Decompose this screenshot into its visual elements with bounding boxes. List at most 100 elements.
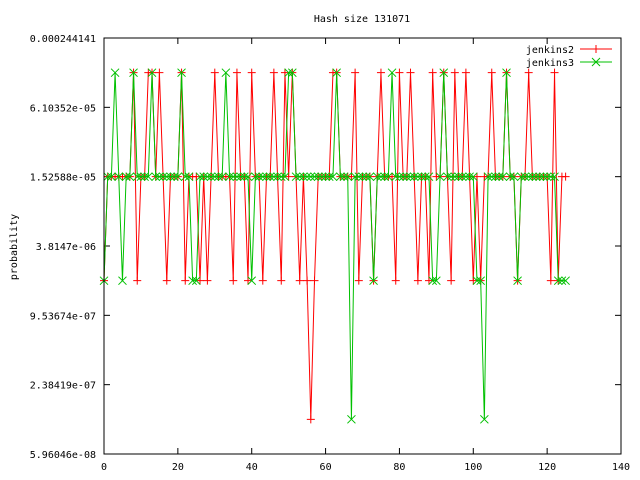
data-point (406, 172, 415, 182)
data-point (592, 45, 600, 53)
data-point (239, 172, 249, 182)
data-point (302, 172, 312, 182)
data-point (184, 172, 194, 182)
data-point (376, 172, 386, 182)
data-point (550, 172, 559, 182)
data-point (232, 172, 242, 182)
data-point (376, 68, 385, 77)
data-point (524, 68, 533, 77)
data-point (520, 172, 530, 182)
data-point (487, 68, 496, 77)
x-tick-label: 140 (612, 462, 630, 473)
data-point (354, 172, 364, 182)
data-point (446, 172, 456, 182)
data-point (424, 276, 433, 285)
data-point (177, 68, 186, 78)
legend-label: jenkins3 (526, 58, 574, 69)
data-point (480, 414, 489, 424)
y-axis-label: probability (9, 214, 20, 280)
data-point (391, 172, 401, 182)
data-point (546, 276, 555, 285)
data-point (221, 68, 231, 78)
data-point (472, 172, 481, 181)
data-point (280, 172, 290, 182)
legend: jenkins2 jenkins3 (526, 45, 612, 69)
data-point (494, 172, 504, 182)
data-point (110, 68, 120, 78)
data-point (391, 276, 400, 285)
data-point (254, 172, 264, 182)
data-point (129, 68, 138, 78)
y-tick-label: 2.38419e-07 (30, 381, 96, 392)
data-point (443, 172, 452, 182)
data-point (306, 415, 315, 424)
data-point (243, 172, 253, 182)
data-point (354, 276, 363, 285)
data-point (465, 172, 474, 182)
data-point (214, 172, 223, 182)
data-point (192, 172, 201, 181)
data-point (169, 172, 179, 182)
data-point (206, 172, 216, 182)
data-point (365, 172, 375, 182)
data-point (277, 276, 286, 285)
data-point (347, 414, 356, 424)
data-point (284, 172, 293, 181)
data-point (432, 276, 441, 286)
data-point (428, 68, 437, 77)
data-point (413, 276, 422, 285)
data-point (280, 68, 289, 77)
data-point (125, 172, 135, 182)
data-point (469, 276, 478, 285)
data-point (557, 276, 567, 286)
data-point (306, 172, 316, 182)
legend-label: jenkins2 (526, 45, 574, 56)
x-tick-label: 100 (464, 462, 482, 473)
data-point (502, 68, 511, 78)
data-point (476, 276, 486, 286)
data-point (439, 68, 449, 78)
data-point (491, 172, 500, 182)
data-point (335, 172, 345, 182)
data-point (203, 276, 212, 285)
data-point (509, 172, 519, 182)
data-point (317, 172, 327, 182)
data-point (310, 276, 319, 285)
data-point (424, 172, 434, 182)
data-point (332, 68, 342, 78)
data-point (531, 172, 541, 182)
data-point (147, 68, 157, 78)
data-point (358, 172, 367, 182)
data-point (244, 276, 253, 285)
data-point (295, 172, 305, 182)
data-point (351, 68, 360, 77)
data-point (383, 172, 393, 182)
data-point (428, 276, 438, 286)
data-point (269, 172, 279, 182)
data-point (553, 276, 563, 286)
data-point (524, 172, 534, 182)
data-point (398, 172, 408, 182)
data-point (276, 172, 286, 182)
data-point (196, 276, 205, 285)
data-point (225, 172, 234, 182)
x-tick-label: 80 (393, 462, 405, 473)
data-point (133, 276, 142, 285)
data-point (339, 172, 349, 182)
data-point (162, 172, 172, 182)
data-point (450, 68, 459, 77)
data-point (118, 276, 127, 286)
data-point (284, 68, 293, 78)
data-point (546, 172, 556, 182)
data-point (413, 172, 423, 182)
data-point (542, 172, 552, 182)
data-point (420, 172, 430, 182)
plot-frame (103, 37, 622, 455)
y-tick-label: 1.52588e-05 (30, 173, 96, 184)
data-point (310, 172, 319, 182)
x-tick-label: 20 (172, 462, 184, 473)
data-point (472, 276, 482, 286)
data-point (380, 172, 390, 182)
data-point (347, 172, 356, 181)
